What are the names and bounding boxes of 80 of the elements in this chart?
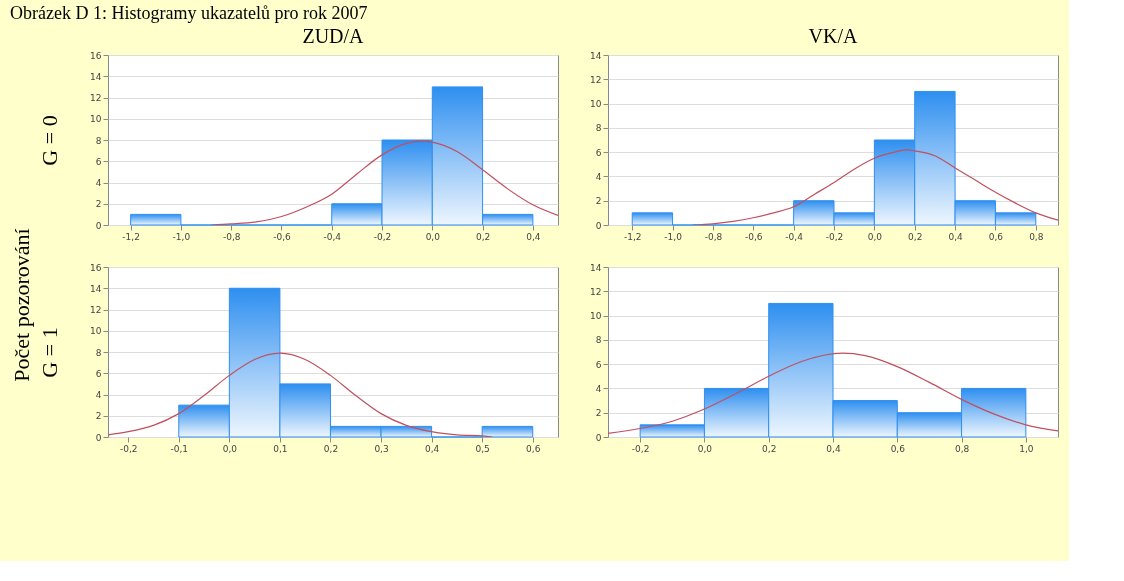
y-tick-label: 14	[590, 262, 602, 273]
y-tick-label: 12	[90, 93, 102, 103]
line-series	[692, 149, 1058, 225]
chart-title: ZUD/A	[302, 25, 365, 47]
y-tick-label: 10	[90, 114, 102, 125]
x-tick-label: 0,2	[475, 231, 491, 242]
x-tick-label: -0,6	[745, 231, 763, 242]
x-tick-label: 0,4	[948, 231, 964, 242]
y-tick-label: 6	[95, 368, 102, 379]
x-tick-label: 0,5	[475, 443, 490, 454]
y-tick-label: 0	[595, 220, 602, 231]
y-tick-label: 6	[95, 156, 102, 167]
x-tick-label: -1,0	[172, 231, 191, 242]
y-tick-label: 8	[95, 347, 102, 358]
x-tick-label: -0,2	[631, 443, 650, 454]
y-tick-label: 2	[595, 408, 602, 419]
y-tick-label: 0	[95, 432, 102, 443]
x-tick-label: -0,4	[785, 231, 804, 242]
y-tick-label: 16	[90, 50, 102, 61]
x-tick-label: 0,2	[908, 231, 923, 242]
x-tick-label: 0,0	[425, 231, 441, 242]
x-tick-label: -1,2	[623, 231, 642, 242]
y-tick-label: 2	[95, 411, 102, 422]
y-tick-label: 2	[595, 196, 602, 207]
x-tick-label: -0,6	[273, 231, 292, 242]
y-tick-label: 4	[595, 171, 602, 182]
x-tick-label: -0,4	[323, 231, 342, 242]
x-tick-label: 1,0	[1019, 443, 1034, 454]
y-tick-label: 10	[590, 99, 602, 110]
y-axis-title: G = 1	[37, 327, 63, 378]
text: Obrázek D 1: Histogramy ukazatelů pro rok 2007	[10, 2, 368, 23]
y-tick-label: 4	[95, 178, 102, 188]
x-tick-label: 0,4	[526, 231, 541, 242]
x-tick-label: 0,6	[890, 443, 906, 454]
x-tick-label: 0,4	[826, 443, 841, 454]
y-tick-label: 6	[595, 147, 602, 158]
y-tick-label: 12	[90, 305, 102, 315]
y-tick-label: 12	[590, 74, 602, 85]
line-series	[210, 140, 558, 225]
x-tick-label: -0,1	[170, 443, 189, 454]
x-tick-label: 0,0	[697, 443, 713, 454]
y-tick-label: 8	[95, 135, 102, 146]
x-tick-label: -1,2	[122, 231, 140, 242]
line-series	[608, 352, 1058, 434]
y-tick-label: 14	[590, 50, 602, 61]
y-tick-label: 14	[90, 71, 102, 82]
x-tick-label: 0,4	[424, 443, 440, 454]
y-tick-label: 2	[95, 199, 102, 210]
y-tick-label: 0	[595, 432, 602, 443]
y-tick-label: 6	[595, 359, 602, 370]
y-tick-label: 0	[95, 220, 102, 231]
text: Počet pozorování	[9, 228, 34, 382]
x-tick-label: -0,2	[825, 231, 844, 242]
x-tick-label: -1,0	[664, 231, 683, 242]
x-tick-label: 0,2	[323, 443, 339, 454]
y-axis-title: G = 0	[37, 115, 63, 166]
x-tick-label: -0,8	[704, 231, 723, 242]
y-tick-label: 8	[595, 335, 602, 346]
x-tick-label: 0,0	[867, 231, 883, 242]
chart-title: VK/A	[808, 25, 858, 47]
x-tick-label: 0,6	[526, 443, 541, 454]
x-tick-label: -0,8	[222, 231, 241, 242]
x-tick-label: 0,8	[1029, 231, 1044, 242]
x-tick-label: 0,2	[762, 443, 777, 454]
y-tick-label: 14	[90, 283, 102, 294]
y-tick-label: 16	[90, 262, 102, 273]
y-tick-label: 8	[595, 123, 602, 134]
x-tick-label: 0,1	[273, 443, 288, 454]
x-tick-label: 0,6	[988, 231, 1004, 242]
y-tick-label: 10	[590, 311, 602, 322]
x-tick-label: 0,3	[374, 443, 389, 454]
x-tick-label: 0,8	[954, 443, 970, 454]
y-tick-label: 4	[95, 390, 102, 400]
x-tick-label: -0,2	[119, 443, 138, 454]
y-tick-label: 10	[90, 326, 102, 337]
x-tick-label: 0,0	[222, 443, 238, 454]
x-tick-label: -0,2	[373, 231, 392, 242]
y-tick-label: 12	[590, 286, 602, 297]
y-tick-label: 4	[595, 383, 602, 394]
line-series	[108, 352, 493, 437]
